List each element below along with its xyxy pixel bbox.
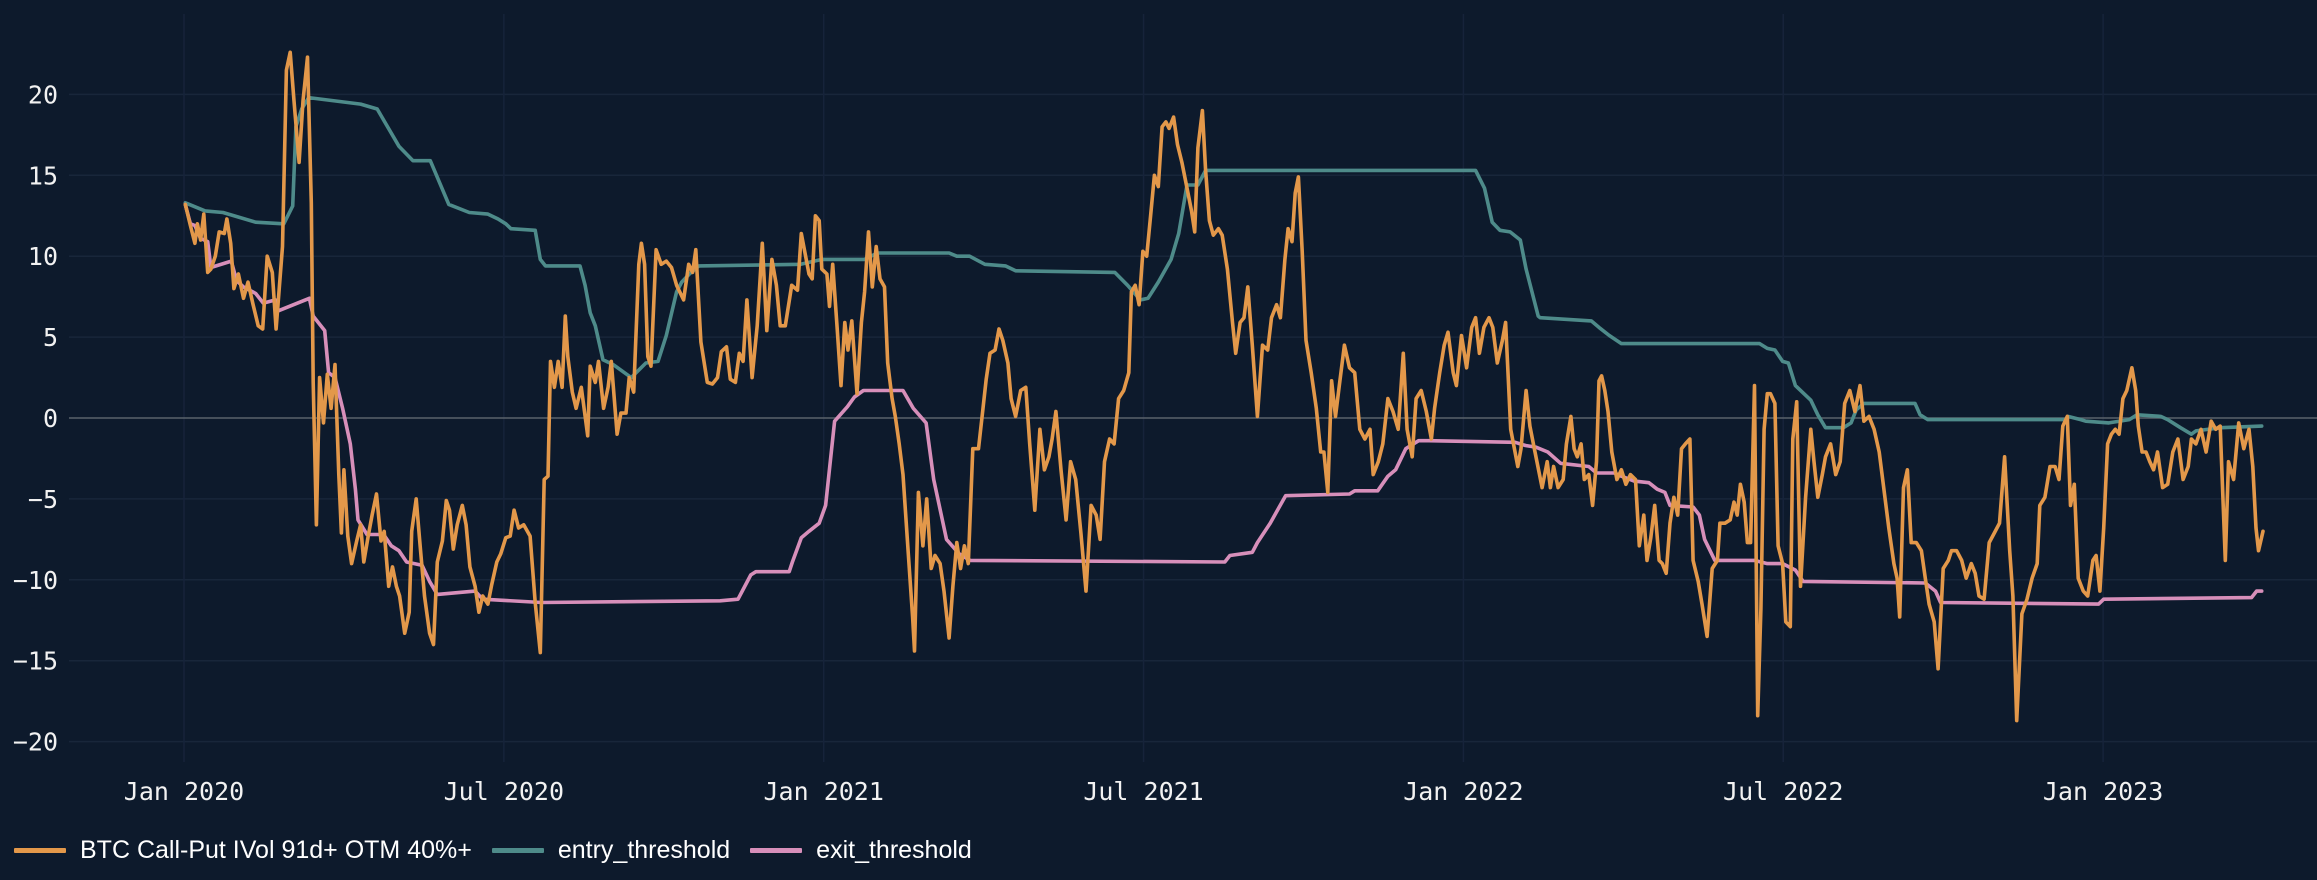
legend: BTC Call-Put IVol 91d+ OTM 40%+ entry_th… (14, 830, 992, 870)
y-tick-label: 15 (28, 161, 58, 190)
grid (69, 14, 2317, 762)
legend-item-iv-spread[interactable]: BTC Call-Put IVol 91d+ OTM 40%+ (14, 836, 472, 865)
iv-spread-line (183, 50, 2265, 723)
x-tick-label: Jan 2020 (124, 777, 244, 806)
x-tick-label: Jan 2022 (1403, 777, 1523, 806)
legend-swatch-orange (14, 847, 66, 853)
legend-item-exit-threshold[interactable]: exit_threshold (750, 836, 972, 865)
legend-label: entry_threshold (557, 835, 731, 864)
y-tick-label: 0 (43, 404, 58, 433)
y-tick-label: −10 (13, 566, 58, 595)
x-tick-label: Jul 2020 (444, 777, 564, 806)
x-tick-label: Jan 2021 (763, 777, 883, 806)
x-tick-label: Jul 2022 (1723, 777, 1843, 806)
y-tick-label: −15 (13, 647, 58, 676)
y-tick-label: 20 (28, 80, 58, 109)
series-lines (183, 50, 2265, 723)
legend-swatch-pink (750, 847, 803, 853)
y-tick-label: −5 (28, 485, 58, 514)
x-tick-label: Jan 2023 (2043, 777, 2163, 806)
legend-item-entry-threshold[interactable]: entry_threshold (491, 835, 731, 865)
legend-swatch-teal (491, 847, 544, 853)
x-tick-label: Jul 2021 (1083, 777, 1203, 806)
y-axis-ticks: −20 −15 −10 −5 0 5 10 15 20 (13, 80, 58, 756)
exit-threshold-line (183, 202, 2264, 606)
legend-label: exit_threshold (816, 835, 972, 864)
y-tick-label: 10 (28, 242, 58, 271)
entry-threshold-line (183, 95, 2264, 436)
legend-label: BTC Call-Put IVol 91d+ OTM 40%+ (80, 835, 472, 864)
y-tick-label: 5 (43, 323, 58, 352)
y-tick-label: −20 (13, 728, 58, 757)
x-axis-ticks: Jan 2020 Jul 2020 Jan 2021 Jul 2021 Jan 2022… (124, 777, 2164, 806)
